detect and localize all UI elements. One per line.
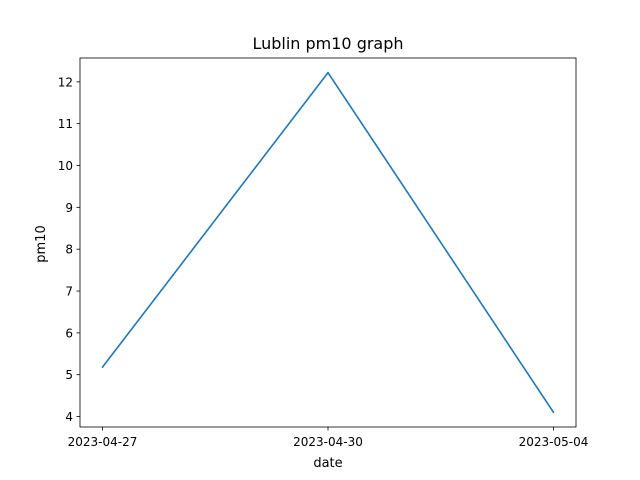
y-tick-label: 11	[58, 117, 73, 131]
data-point	[327, 71, 329, 74]
y-axis-label: pm10	[34, 225, 49, 262]
y-tick-label: 12	[58, 75, 73, 89]
series-line	[101, 71, 555, 413]
y-tick-label: 9	[65, 201, 73, 215]
y-tick-label: 10	[58, 159, 73, 173]
x-tick-label: 2023-05-04	[519, 435, 589, 449]
axes-frame	[79, 57, 577, 428]
y-tick-label: 5	[65, 368, 73, 382]
plot-area: 4 5 6 7 8 9 10 11 12 2023-04-27 2023-04-30 2023-05-…	[58, 57, 589, 449]
y-tick-label: 8	[65, 243, 73, 257]
x-axis-label: date	[313, 456, 342, 471]
chart-title: Lublin pm10 graph	[252, 34, 403, 53]
x-tick-label: 2023-04-30	[293, 435, 363, 449]
y-tick-label: 7	[65, 285, 73, 299]
y-tick-label: 4	[65, 410, 73, 424]
x-tick-label: 2023-04-27	[68, 435, 138, 449]
y-tick-label: 6	[65, 326, 73, 340]
data-point	[552, 411, 555, 414]
data-point	[101, 366, 104, 368]
